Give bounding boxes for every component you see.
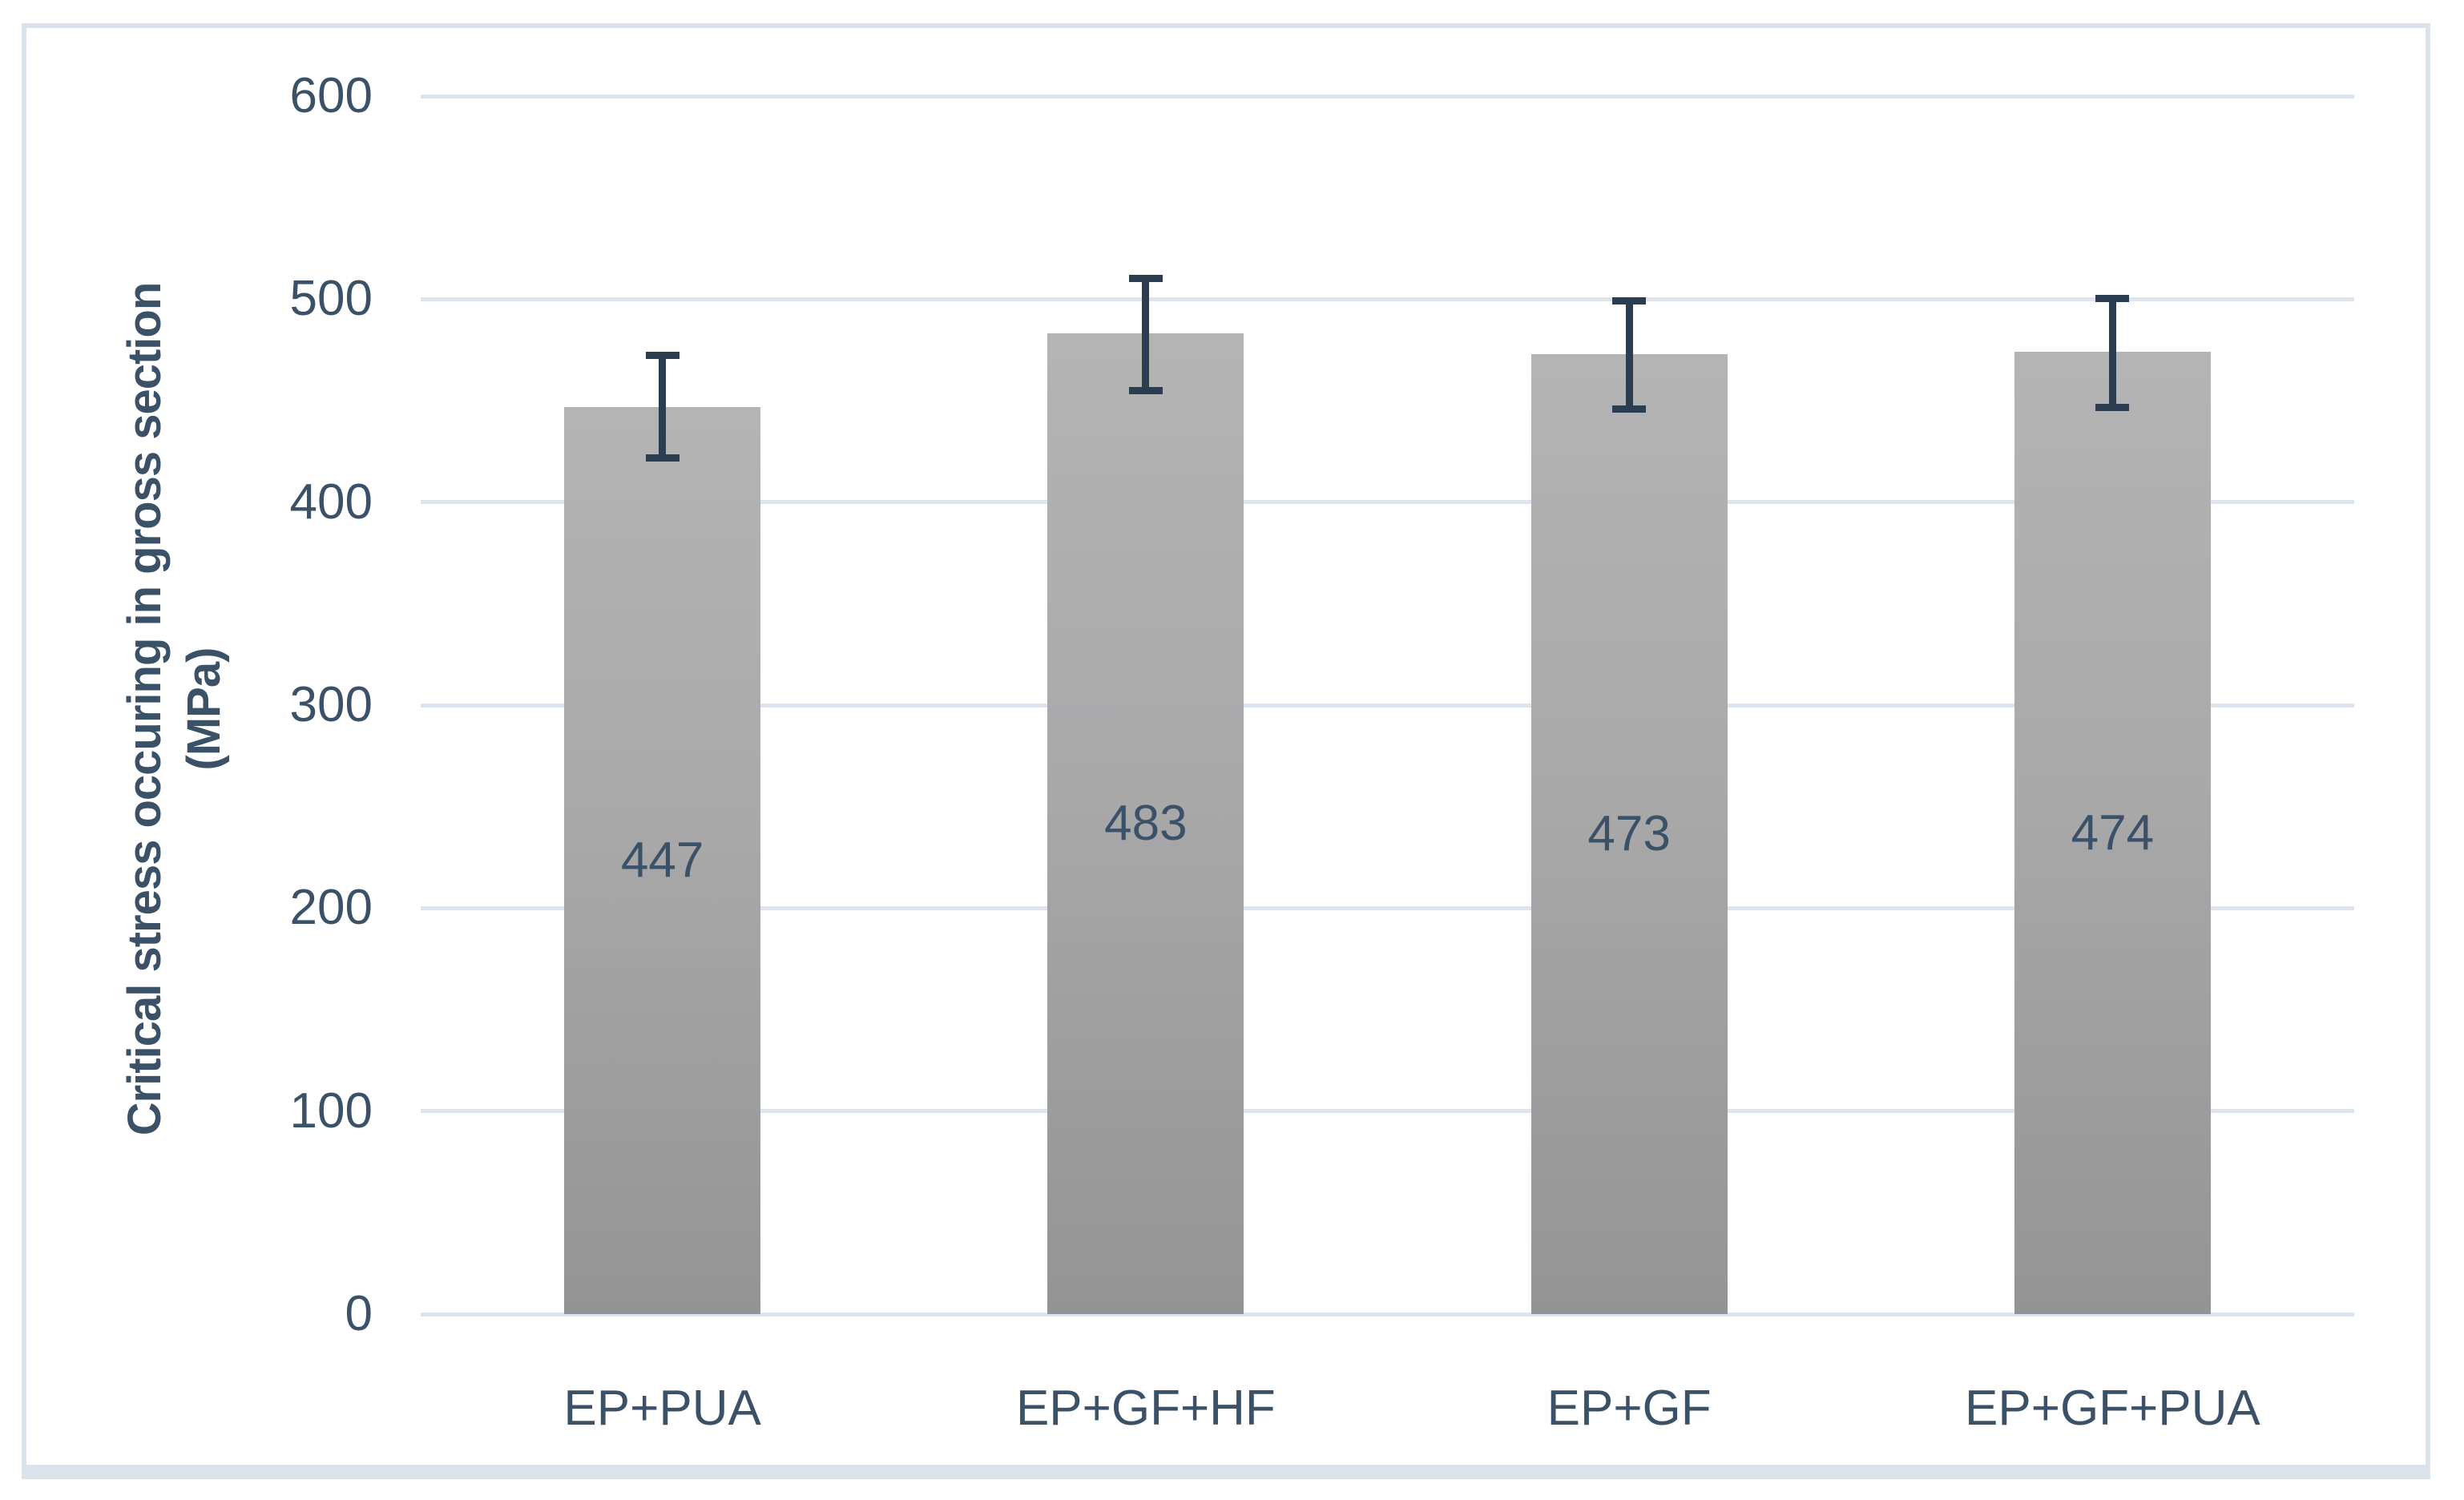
gridline-400: [421, 500, 2354, 505]
error-bar-ep-gf-hf: [1128, 274, 1163, 395]
x-axis-label-ep-gf: EP+GF: [1547, 1381, 1712, 1436]
gridline-100: [421, 1109, 2354, 1114]
error-bar-ep-gf: [1612, 296, 1647, 413]
x-axis-labels: EP+PUA EP+GF+HF EP+GF EP+GF+PUA: [421, 1377, 2354, 1449]
bar-ep-gf: [1530, 353, 1728, 1314]
error-bar-stem: [659, 352, 667, 462]
bar-value-label-ep-gf-hf: 483: [1104, 796, 1188, 852]
gridline-500: [421, 296, 2354, 301]
bar-ep-pua: [564, 406, 761, 1314]
error-bar-cap-bottom: [2095, 403, 2130, 411]
y-tick-label-200: 200: [289, 880, 373, 936]
plot-area: 447 483 473 474: [421, 94, 2354, 1317]
error-bar-stem: [2108, 295, 2116, 411]
error-bar-ep-gf-pua: [2095, 295, 2130, 411]
y-tick-label-500: 500: [289, 271, 373, 327]
bar-value-label-ep-pua: 447: [620, 832, 704, 888]
error-bar-cap-top: [2095, 295, 2130, 303]
error-bar-stem: [1142, 274, 1150, 395]
error-bar-cap-top: [645, 352, 680, 360]
error-bar-cap-bottom: [1128, 387, 1163, 395]
error-bar-cap-bottom: [1612, 405, 1647, 413]
gridline-200: [421, 905, 2354, 910]
chart-frame: [22, 23, 2430, 1479]
x-axis-label-ep-gf-pua: EP+GF+PUA: [1965, 1381, 2260, 1436]
gridline-0: [421, 1312, 2354, 1317]
bar-ep-gf-hf: [1047, 333, 1244, 1314]
error-bar-stem: [1625, 296, 1633, 413]
y-tick-label-600: 600: [289, 68, 373, 123]
error-bar-cap-top: [1612, 296, 1647, 304]
y-axis-tick-labels: 0 100 200 300 400 500 600: [160, 68, 373, 1341]
bar-ep-gf-pua: [2014, 352, 2211, 1314]
y-tick-label-0: 0: [345, 1286, 373, 1341]
gridline-600: [421, 94, 2354, 99]
error-bar-cap-top: [1128, 274, 1163, 282]
error-bar-cap-bottom: [645, 454, 680, 462]
y-tick-label-100: 100: [289, 1083, 373, 1139]
bar-value-label-ep-gf: 473: [1587, 805, 1671, 861]
gridline-300: [421, 703, 2354, 708]
bar-value-label-ep-gf-pua: 474: [2071, 804, 2155, 861]
x-axis-label-ep-gf-hf: EP+GF+HF: [1015, 1381, 1276, 1436]
x-axis-label-ep-pua: EP+PUA: [563, 1381, 761, 1436]
y-tick-label-400: 400: [289, 474, 373, 530]
error-bar-ep-pua: [645, 352, 680, 462]
y-tick-label-300: 300: [289, 677, 373, 732]
